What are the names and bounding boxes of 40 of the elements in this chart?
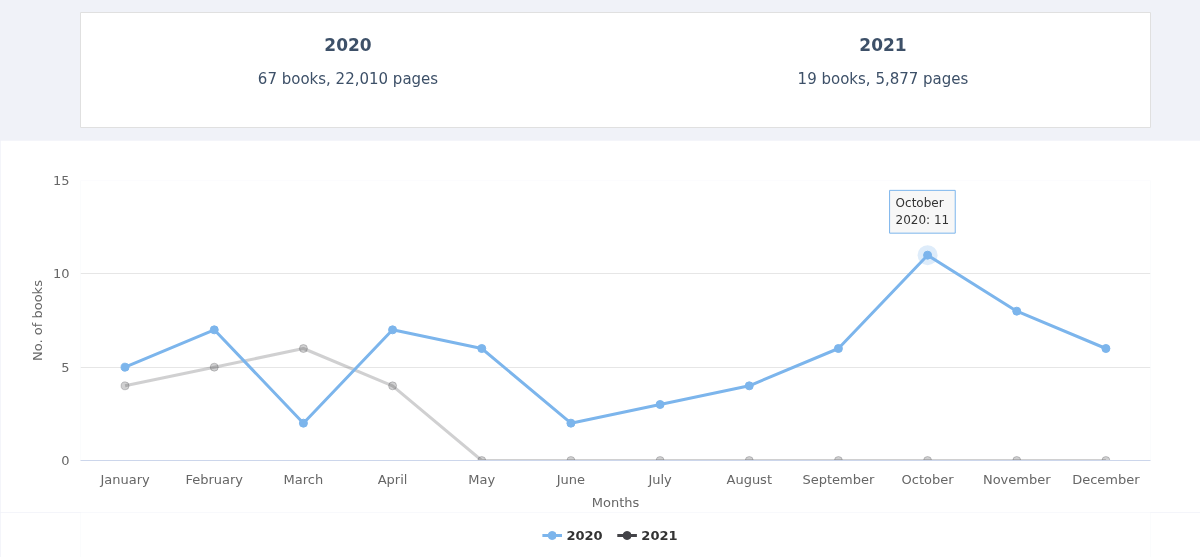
text: 2021 [859,34,907,55]
x-tick-label: June [555,471,586,487]
y-tick-label: 0 [61,453,70,468]
point [120,362,130,372]
x-tick-label: October [901,471,955,487]
annotation: October 2020: 11 [895,196,950,228]
point [655,400,665,409]
y-tick-label: 10 [52,266,70,282]
point [298,418,308,428]
x-tick-label: December [1072,471,1141,487]
point [1012,306,1022,316]
x-axis-title: Months [591,494,640,510]
point [1101,344,1111,353]
text: 2020 [324,34,372,55]
point [209,362,219,372]
legend-label: 2021 [641,528,678,543]
text: 67 books, 22,010 pages [257,69,439,88]
x-tick-label: July [647,471,673,487]
point [388,381,398,391]
point [209,325,219,335]
x-tick-label: February [185,471,244,487]
point [388,325,398,335]
point [477,344,487,353]
x-tick-label: May [468,471,496,487]
x-tick-label: August [726,471,772,487]
text: 19 books, 5,877 pages [797,69,969,88]
y-tick-label: 5 [61,359,70,375]
point [744,381,754,391]
point [833,344,843,353]
x-tick-label: November [982,471,1052,487]
point [298,344,308,353]
x-tick-label: April [377,471,408,487]
x-tick-label: January [99,471,151,487]
x-tick-label: March [283,471,324,487]
y-axis-title: No. of books [29,279,45,361]
x-tick-label: September [802,471,875,487]
y-tick-label: 15 [52,173,70,188]
point [566,418,576,428]
point [120,381,130,391]
legend-label: 2020 [566,528,603,543]
